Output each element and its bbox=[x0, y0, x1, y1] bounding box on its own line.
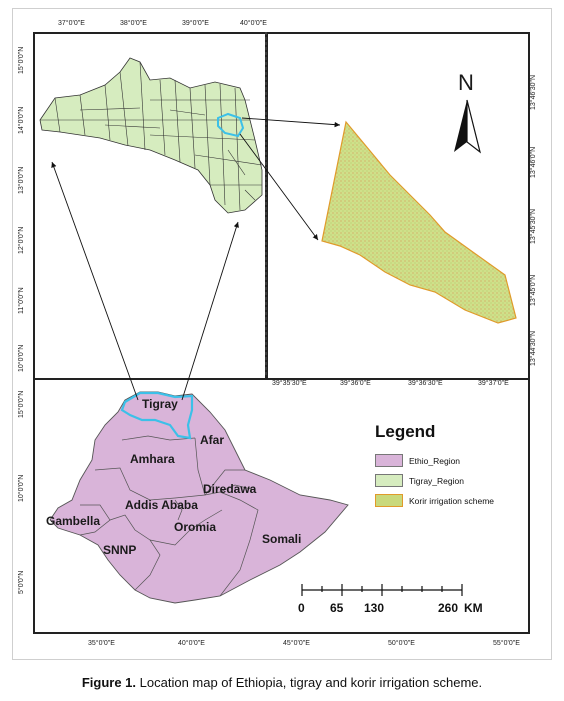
caption-text: Location map of Ethiopia, tigray and kor… bbox=[136, 675, 483, 690]
korir-y-tick: 13°44'30"N bbox=[530, 330, 537, 366]
legend-swatch bbox=[375, 454, 403, 467]
ethiopia-x-tick: 45°0'0"E bbox=[283, 640, 310, 647]
tigray-region bbox=[39, 57, 263, 214]
korir-y-tick: 13°45'0"N bbox=[530, 274, 537, 306]
legend-swatch bbox=[375, 494, 403, 507]
scale-bar-graphic bbox=[301, 584, 463, 596]
tigray-x-tick: 40°0'0"E bbox=[240, 20, 267, 27]
legend-label: Tigray_Region bbox=[409, 475, 464, 486]
ethiopia-x-tick: 50°0'0"E bbox=[388, 640, 415, 647]
scale-label-0: 0 bbox=[298, 601, 305, 615]
korir-x-tick: 39°36'0"E bbox=[340, 380, 371, 387]
ethiopia-map bbox=[49, 391, 349, 604]
tigray-y-tick: 15°0'0"N bbox=[18, 46, 25, 74]
region-label-afar: Afar bbox=[200, 433, 225, 447]
legend-item-korir-scheme: Korir irrigation scheme bbox=[375, 494, 494, 507]
tigray-y-tick: 11°0'0"N bbox=[18, 287, 25, 314]
tigray-x-tick: 39°0'0"E bbox=[182, 20, 209, 27]
ethiopia-y-tick: 15°0'0"N bbox=[18, 390, 25, 418]
region-label-diredawa: Diredawa bbox=[203, 482, 257, 496]
legend-swatch bbox=[375, 474, 403, 487]
ethiopia-x-tick: 35°0'0"E bbox=[88, 640, 115, 647]
caption-label: Figure 1. bbox=[81, 675, 137, 690]
legend-item-tigray-region: Tigray_Region bbox=[375, 474, 464, 487]
korir-x-tick: 39°36'30"E bbox=[408, 380, 443, 387]
tigray-y-tick: 14°0'0"N bbox=[18, 106, 25, 134]
region-label-addis-ababa: Addis Ababa bbox=[125, 498, 198, 512]
korir-y-tick: 13°46'0"N bbox=[530, 146, 537, 178]
region-label-snnp: SNNP bbox=[103, 543, 137, 557]
ethiopia-x-tick: 40°0'0"E bbox=[178, 640, 205, 647]
tigray-x-tick: 37°0'0"E bbox=[58, 20, 85, 27]
region-label-gambella: Gambella bbox=[46, 514, 101, 528]
north-arrow-icon bbox=[454, 99, 482, 154]
korir-x-tick: 39°35'30"E bbox=[272, 380, 307, 387]
korir-scheme-polygon bbox=[321, 120, 517, 324]
region-label-oromia: Oromia bbox=[174, 520, 217, 534]
north-label: N bbox=[458, 70, 474, 95]
tigray-y-tick: 12°0'0"N bbox=[18, 226, 25, 254]
scale-label-260: 260 bbox=[438, 601, 459, 615]
connector-arrows bbox=[51, 117, 341, 401]
legend-item-ethio-region: Ethio_Region bbox=[375, 454, 460, 467]
region-label-tigray: Tigray bbox=[142, 397, 178, 411]
legend-label: Korir irrigation scheme bbox=[409, 495, 495, 506]
tigray-y-tick: 13°0'0"N bbox=[18, 166, 25, 194]
tigray-y-tick: 10°0'0"N bbox=[18, 344, 25, 372]
figure-caption: Figure 1. Location map of Ethiopia, tigr… bbox=[0, 675, 564, 690]
scale-label-65: 65 bbox=[330, 601, 344, 615]
scale-label-130: 130 bbox=[364, 601, 385, 615]
legend-label: Ethio_Region bbox=[409, 455, 461, 466]
tigray-x-tick: 38°0'0"E bbox=[120, 20, 147, 27]
korir-x-tick: 39°37'0"E bbox=[478, 380, 509, 387]
ethiopia-y-tick: 5°0'0"N bbox=[18, 570, 25, 594]
region-label-amhara: Amhara bbox=[130, 452, 175, 466]
ethiopia-x-tick: 55°0'0"E bbox=[493, 640, 520, 647]
korir-y-tick: 13°45'30"N bbox=[530, 208, 537, 244]
legend-title: Legend bbox=[375, 422, 436, 441]
korir-y-tick: 13°46'30"N bbox=[530, 74, 537, 110]
scale-unit: KM bbox=[464, 601, 483, 615]
region-label-somali: Somali bbox=[262, 532, 302, 546]
ethiopia-y-tick: 10°0'0"N bbox=[18, 474, 25, 502]
